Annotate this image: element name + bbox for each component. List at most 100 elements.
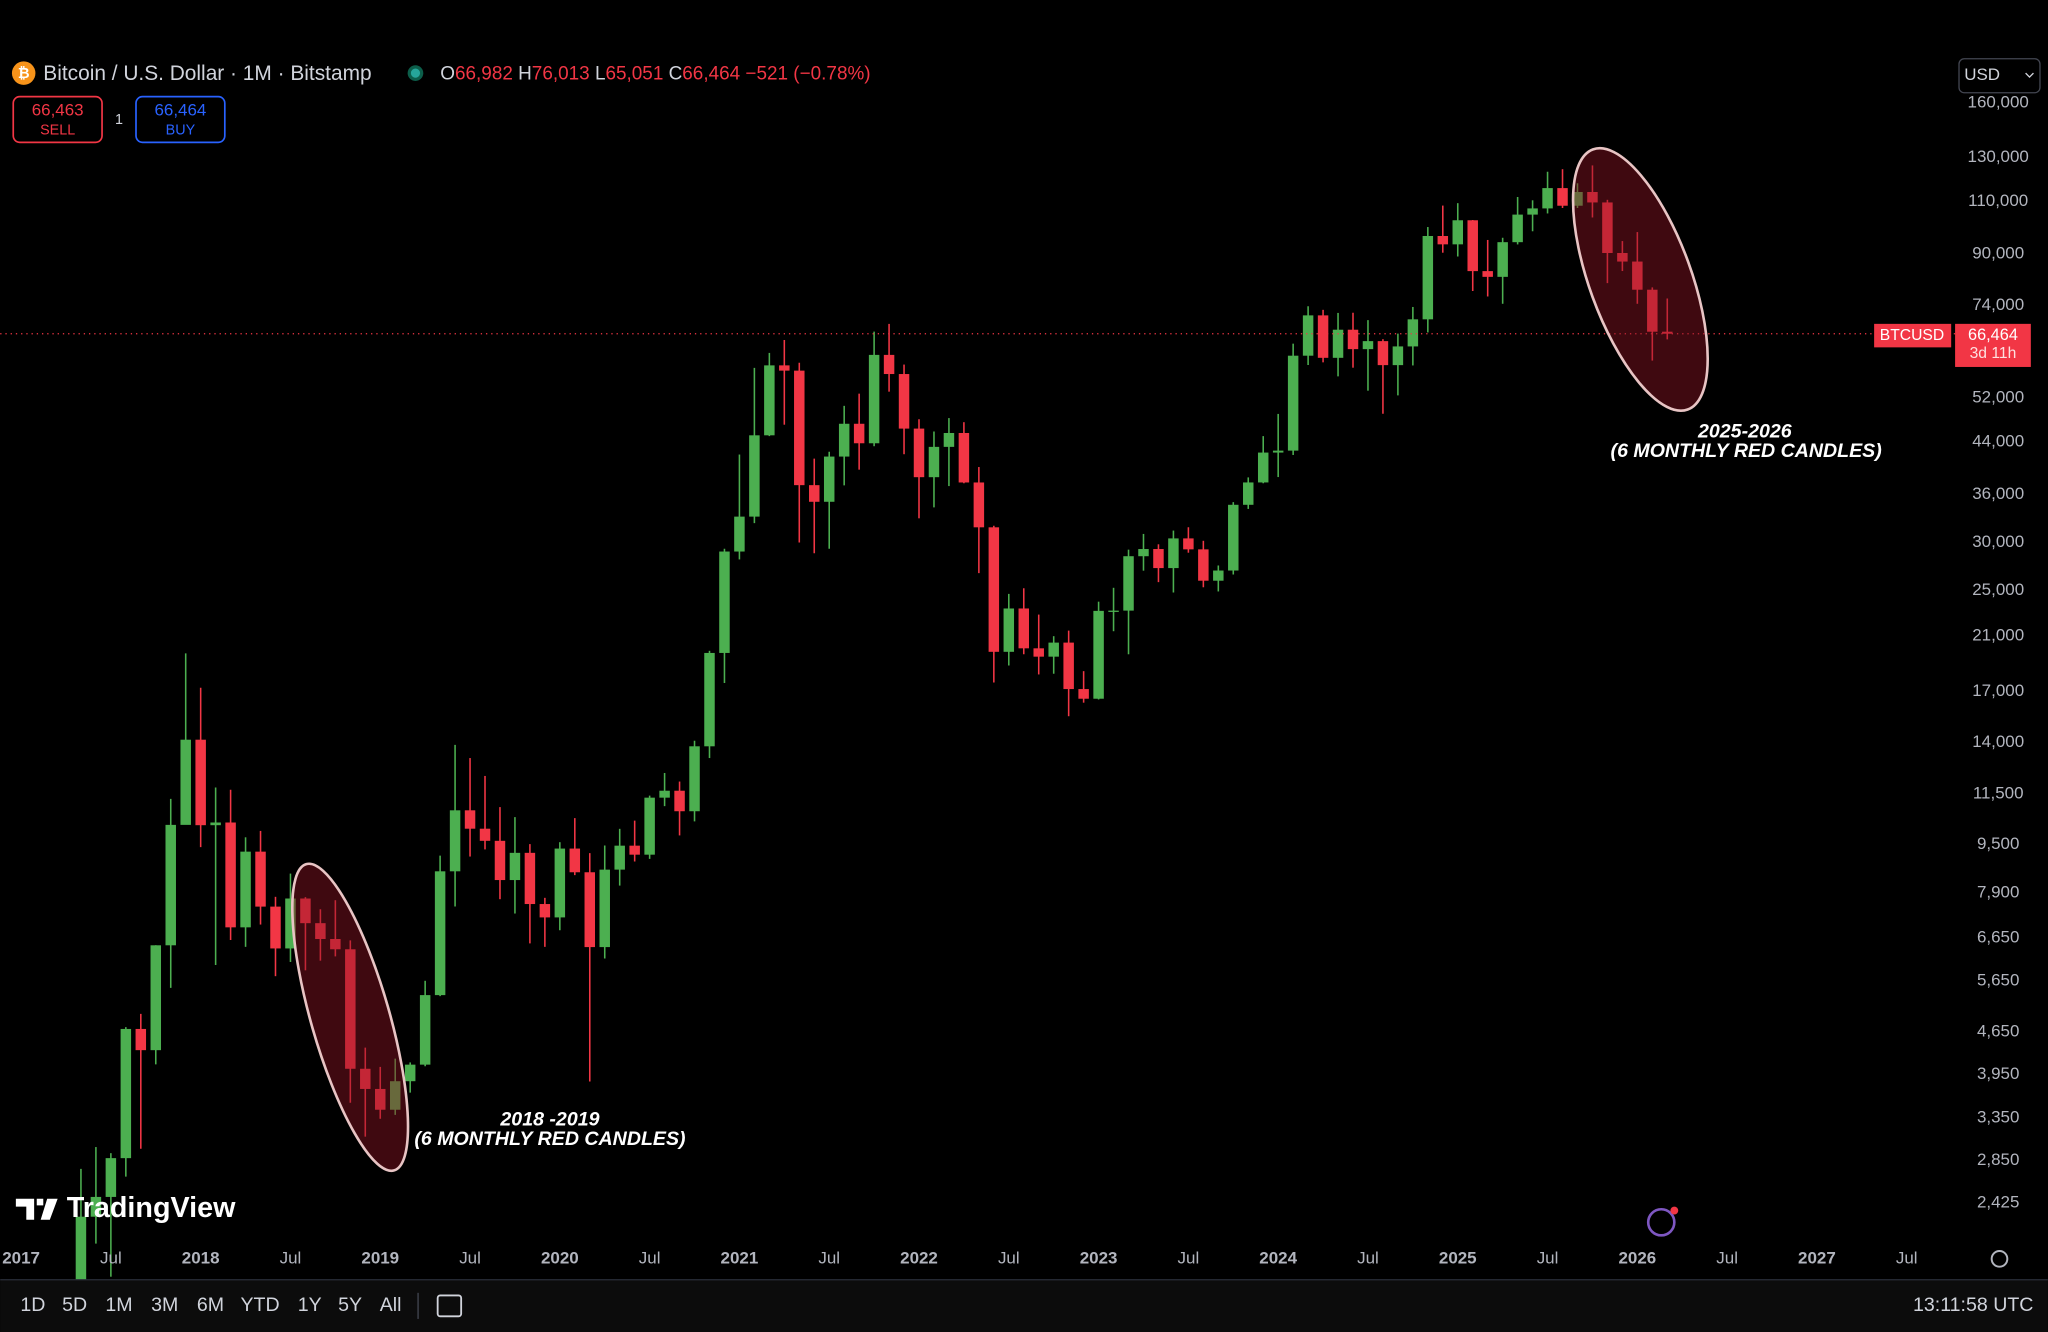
candle-body: [1467, 220, 1478, 272]
candle-body: [1317, 315, 1329, 358]
range-button[interactable]: YTD: [240, 1294, 279, 1316]
range-button[interactable]: 1Y: [298, 1294, 322, 1316]
settings-icon[interactable]: [1990, 1250, 2009, 1268]
candle-body: [689, 746, 700, 812]
candle-body: [943, 432, 955, 447]
toolbar: [0, 1279, 2048, 1332]
logo-text: TradingView: [67, 1192, 236, 1224]
y-tick-label: 74,000: [1972, 295, 2024, 314]
candle-body: [704, 652, 715, 747]
candle-body: [389, 1081, 401, 1110]
candle-body: [913, 428, 925, 478]
y-tick-label: 3,950: [1977, 1064, 2019, 1083]
candle-body: [1452, 220, 1463, 245]
y-tick-label: 36,000: [1972, 484, 2024, 503]
candle-body: [749, 435, 760, 517]
range-button[interactable]: 3M: [151, 1294, 178, 1316]
candle-body: [315, 923, 326, 940]
candle-body: [554, 848, 566, 918]
x-tick-label: 2026: [1618, 1248, 1656, 1267]
candle-body: [419, 995, 431, 1065]
x-tick-label: Jul: [1178, 1248, 1200, 1267]
candle-body: [1272, 450, 1284, 453]
y-tick-label: 6,650: [1977, 927, 2019, 946]
range-button[interactable]: 5D: [62, 1294, 87, 1316]
candle-body: [1662, 331, 1673, 334]
y-tick-label: 44,000: [1972, 431, 2024, 450]
date-range-icon[interactable]: [436, 1294, 463, 1318]
candle-body: [898, 374, 910, 429]
y-tick-label: 21,000: [1972, 626, 2024, 645]
candle-body: [1542, 188, 1553, 209]
candle-body: [345, 949, 356, 1069]
range-button[interactable]: 5Y: [338, 1294, 362, 1316]
candle-body: [659, 790, 670, 798]
candle-body: [764, 365, 775, 436]
range-button[interactable]: 6M: [197, 1294, 224, 1316]
symbol-tag-text: BTCUSD: [1880, 327, 1944, 344]
candle-body: [1063, 642, 1074, 690]
coin-icon: [11, 61, 36, 85]
ohlc-value: 65,051: [605, 63, 663, 84]
candle-body: [1377, 341, 1389, 366]
x-tick-label: Jul: [1716, 1248, 1738, 1267]
sell-label: SELL: [40, 122, 75, 138]
y-tick-label: 17,000: [1972, 681, 2024, 700]
y-tick-label: 14,000: [1972, 732, 2024, 751]
sell-button[interactable]: [12, 95, 103, 144]
y-tick-label: 3,350: [1977, 1107, 2019, 1126]
candle-body: [539, 904, 551, 918]
x-tick-label: Jul: [100, 1248, 122, 1267]
candle-body: [584, 872, 596, 948]
candle-body: [494, 840, 506, 881]
candle-body: [1108, 610, 1119, 612]
candle-body: [973, 482, 985, 528]
candle-body: [330, 939, 341, 950]
range-button[interactable]: 1M: [105, 1294, 132, 1316]
x-tick-label: 2023: [1080, 1248, 1118, 1267]
currency-select[interactable]: [1958, 58, 2041, 94]
candle-body: [479, 828, 491, 841]
candle-body: [1362, 341, 1374, 350]
annotation-title: 2025-2026: [1697, 420, 1792, 442]
candle-body: [1527, 208, 1538, 215]
coin-glyph: ₿: [18, 66, 30, 82]
candle-body: [105, 1158, 117, 1197]
candle-body: [300, 898, 311, 924]
y-tick-label: 90,000: [1972, 244, 2024, 263]
buy-button[interactable]: [135, 95, 226, 144]
assistant-icon[interactable]: [1646, 1207, 1676, 1237]
ohlc-value: 66,982: [455, 63, 513, 84]
candle-body: [1138, 549, 1149, 557]
candle-body: [270, 906, 281, 949]
candle-body: [674, 790, 685, 812]
logo-mark: [15, 1198, 58, 1220]
candle-body: [569, 848, 581, 873]
buy-price: 66,464: [154, 100, 206, 119]
candle-body: [1287, 355, 1299, 451]
candle-body: [1168, 538, 1179, 569]
annotation-title: 2018 -2019: [499, 1109, 599, 1131]
candle-body: [180, 739, 191, 825]
buy-label: BUY: [166, 122, 196, 138]
assistant-badge: [1670, 1206, 1679, 1215]
candle-body: [779, 365, 790, 371]
candle-body: [1123, 556, 1134, 611]
candle-body: [629, 845, 640, 855]
candle-body: [375, 1088, 386, 1110]
annotation-note: (6 MONTHLY RED CANDLES): [414, 1128, 685, 1150]
x-tick-label: Jul: [459, 1248, 481, 1267]
range-button[interactable]: All: [380, 1294, 402, 1316]
ohlc-value: 76,013: [532, 63, 590, 84]
x-tick-label: 2024: [1259, 1248, 1297, 1267]
dropdown-caret: [2025, 72, 2034, 78]
symbol-tag: [1874, 323, 1952, 348]
y-tick-label: 52,000: [1972, 388, 2024, 407]
candle-body: [90, 1196, 102, 1217]
candle-body: [1587, 191, 1598, 203]
candle-body: [1257, 452, 1269, 483]
candle-body: [1392, 346, 1404, 366]
range-button[interactable]: 1D: [20, 1294, 45, 1316]
